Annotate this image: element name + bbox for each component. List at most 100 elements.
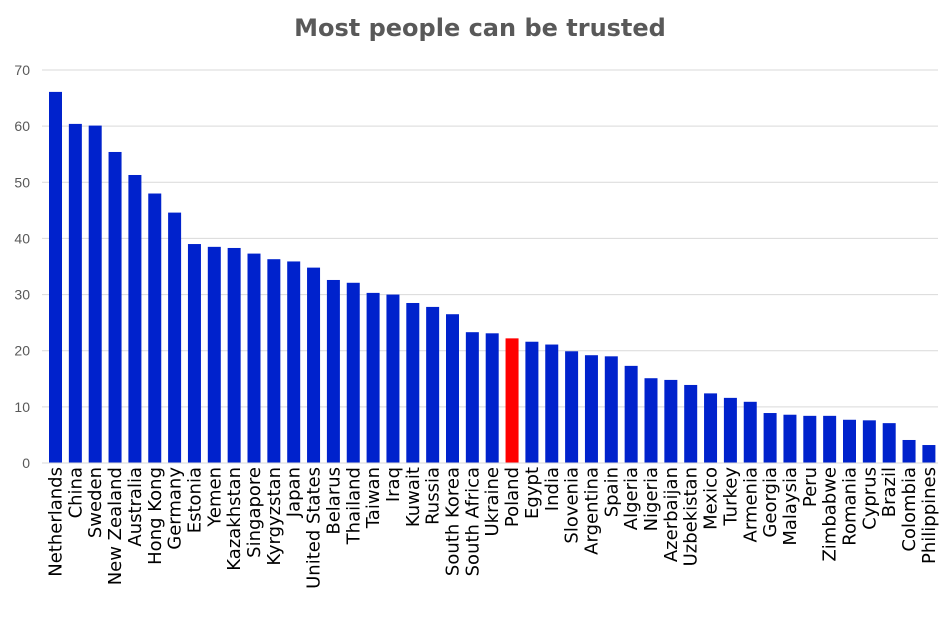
bar (49, 91, 62, 464)
x-tick-label: Turkey (720, 467, 741, 527)
x-tick-label: Kazakhstan (224, 467, 245, 571)
bar (128, 174, 142, 464)
x-tick-label: Colombia (899, 467, 920, 552)
bar (68, 123, 82, 464)
bar (783, 414, 797, 463)
x-tick-label: South Korea (443, 467, 464, 576)
y-axis-ticks: 0 10 20 30 40 50 60 70 (14, 62, 30, 471)
bar (922, 445, 936, 463)
bar (684, 384, 698, 463)
x-tick-label: Brazil (879, 467, 900, 517)
x-tick-label: Netherlands (46, 467, 67, 577)
x-tick-label: Philippines (919, 467, 939, 564)
bar (207, 246, 221, 463)
y-tick-label: 50 (14, 174, 30, 190)
bar (247, 253, 261, 463)
x-tick-label: Armenia (740, 467, 761, 542)
x-tick-label: Yemen (204, 467, 225, 528)
x-tick-label: Azerbaijan (661, 467, 682, 562)
x-tick-label: Iraq (383, 467, 404, 502)
bar (525, 341, 539, 463)
y-tick-label: 40 (14, 230, 30, 246)
bar (604, 356, 618, 463)
bar (704, 393, 718, 463)
x-tick-label: Zimbabwe (820, 467, 841, 562)
x-tick-label: Slovenia (562, 467, 583, 544)
bar (227, 247, 241, 463)
bar (644, 378, 658, 463)
bar (565, 351, 579, 463)
bar (505, 338, 519, 463)
x-tick-label: India (542, 467, 563, 511)
y-tick-label: 20 (14, 343, 30, 359)
x-tick-label: Spain (601, 467, 622, 517)
x-tick-label: Sweden (85, 467, 106, 538)
x-tick-label: Mexico (701, 467, 722, 530)
x-tick-label: Thailand (343, 467, 364, 545)
bar (723, 397, 737, 463)
bar (465, 332, 479, 463)
x-tick-label: China (65, 467, 86, 518)
bar (287, 261, 301, 463)
chart-title: Most people can be trusted (294, 14, 666, 42)
bar (823, 415, 837, 463)
bar (346, 282, 360, 463)
y-tick-label: 60 (14, 118, 30, 134)
x-tick-label: Kyrgyzstan (264, 467, 285, 566)
x-tick-label: Argentina (581, 467, 602, 555)
bar (187, 244, 201, 463)
bar (843, 419, 856, 463)
bar (902, 439, 916, 463)
bar (307, 267, 321, 463)
x-tick-label: Australia (125, 467, 146, 547)
bar (406, 302, 420, 463)
x-tick-label: Egypt (522, 467, 543, 519)
x-tick-label: Singapore (244, 467, 265, 558)
bar (88, 125, 102, 463)
x-tick-label: Russia (423, 467, 444, 525)
x-tick-label: Poland (502, 467, 523, 527)
bar (803, 415, 817, 463)
x-tick-label: Taiwan (363, 467, 384, 529)
x-tick-label: Uzbekistan (681, 467, 702, 566)
x-tick-label: Kuwait (403, 467, 424, 527)
x-tick-label: South Africa (462, 467, 483, 576)
y-tick-label: 70 (14, 62, 30, 78)
x-tick-label: Romania (840, 467, 861, 546)
bar (485, 333, 499, 463)
bar (386, 294, 400, 463)
x-tick-label: Georgia (760, 467, 781, 538)
x-tick-label: Cyprus (859, 467, 880, 530)
bar (446, 314, 459, 463)
bar (267, 259, 281, 463)
bar (624, 365, 638, 463)
x-tick-label: Peru (800, 467, 821, 507)
bar (168, 212, 182, 463)
y-tick-label: 0 (22, 455, 30, 471)
bar (545, 344, 559, 463)
bar (148, 193, 162, 463)
bar (862, 420, 876, 463)
x-tick-label: United States (304, 467, 325, 589)
bar (584, 355, 598, 463)
x-tick-label: New Zealand (105, 467, 126, 585)
bar (882, 423, 896, 463)
x-tick-label: Ukraine (482, 467, 503, 537)
x-tick-label: Algeria (621, 467, 642, 530)
bar (326, 279, 340, 463)
bar (763, 413, 777, 463)
bar (366, 292, 380, 463)
bar (426, 306, 440, 463)
y-tick-label: 10 (14, 399, 30, 415)
y-tick-label: 30 (14, 287, 30, 303)
x-tick-label: Belarus (323, 467, 344, 535)
x-tick-label: Nigeria (641, 467, 662, 531)
x-tick-label: Estonia (184, 467, 205, 533)
bar (108, 151, 122, 463)
x-tick-label: Hong Kong (145, 467, 166, 565)
bar (664, 379, 678, 463)
x-tick-label: Japan (284, 467, 305, 518)
